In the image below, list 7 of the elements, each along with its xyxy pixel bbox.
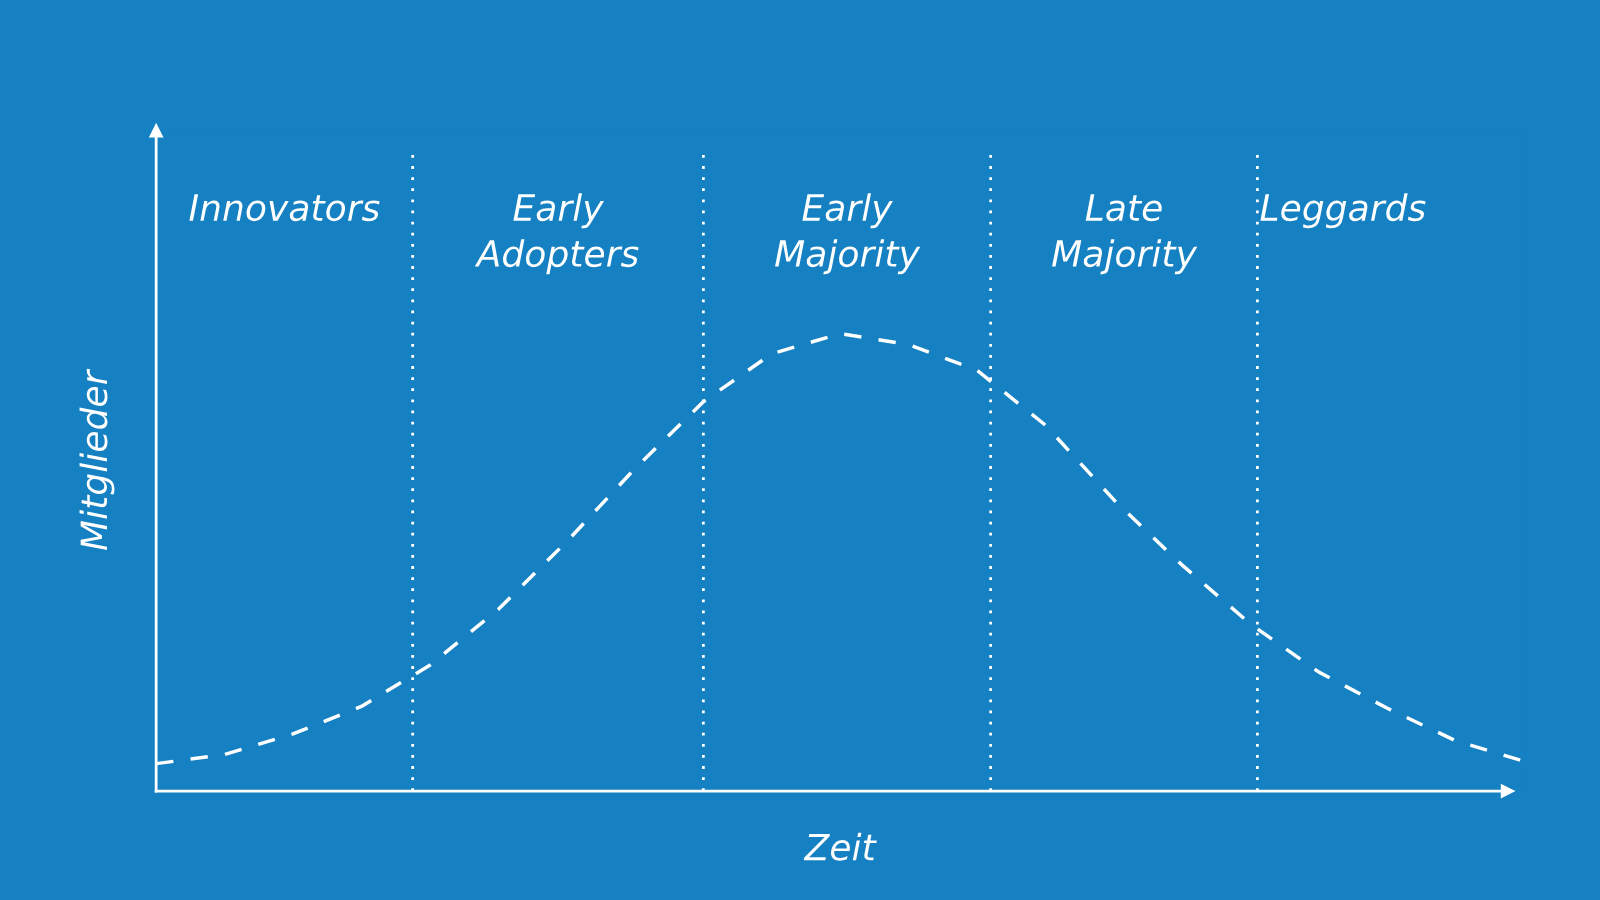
text: Early Adopters xyxy=(474,193,639,275)
y-axis-title: Mitglieder xyxy=(79,368,115,551)
text: Innovators xyxy=(189,194,380,222)
x-axis-title: Zeit xyxy=(803,832,877,861)
text: Late Majority xyxy=(1052,194,1198,275)
text: Leggards xyxy=(1260,193,1426,229)
text: Early Majority xyxy=(775,193,921,275)
